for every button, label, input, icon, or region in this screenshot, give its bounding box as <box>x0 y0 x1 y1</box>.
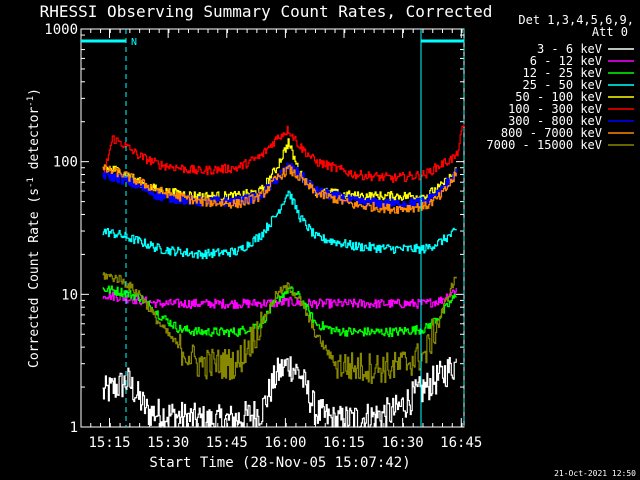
series-line-2 <box>102 285 457 338</box>
legend-label: 12 - 25 keV <box>523 66 602 80</box>
series-line-5 <box>102 120 465 183</box>
y-axis-label-part-3: detector <box>27 107 42 178</box>
series-line-6 <box>102 162 458 209</box>
legend-label: 100 - 300 keV <box>508 102 602 116</box>
legend-header-1: Det 1,3,4,5,6,9, <box>518 13 634 27</box>
series-line-7 <box>102 164 457 214</box>
chart-title: RHESSI Observing Summary Count Rates, Co… <box>40 2 493 21</box>
x-tick-label: 15:15 <box>88 435 130 451</box>
legend-label: 800 - 7000 keV <box>501 126 602 140</box>
timestamp: 21-Oct-2021 12:50 <box>554 469 636 478</box>
y-tick-label: 1000 <box>44 22 78 38</box>
y-axis-label-part-5: ) <box>27 88 42 96</box>
series-line-0 <box>102 356 457 428</box>
attenuator-marker-label: N <box>131 37 137 48</box>
y-axis-label-part-2: -1 <box>26 177 36 188</box>
y-axis-ticks: 1000 100 10 1 <box>44 22 464 436</box>
x-axis-ticks: 15:15 15:30 15:45 16:00 16:15 16:30 16:45 <box>80 29 482 451</box>
legend-label: 300 - 800 keV <box>508 114 602 128</box>
legend-label: 3 - 6 keV <box>537 42 602 56</box>
y-axis-label: Corrected Count Rate (s-1 detector-1) <box>26 88 42 368</box>
legend-label: 50 - 100 keV <box>515 90 602 104</box>
legend-header-2: Att 0 <box>592 25 628 39</box>
legend-label: 7000 - 15000 keV <box>486 138 602 152</box>
x-tick-label: 16:30 <box>382 435 424 451</box>
series-line-8 <box>102 272 457 384</box>
data-marks <box>102 120 465 428</box>
series-line-3 <box>102 190 457 260</box>
y-axis-label-part-4: -1 <box>26 96 36 107</box>
x-tick-label: 16:00 <box>264 435 306 451</box>
x-axis-label: Start Time (28-Nov-05 15:07:42) <box>149 455 410 471</box>
y-tick-label: 1 <box>70 420 78 436</box>
x-tick-label: 16:45 <box>440 435 482 451</box>
x-tick-label: 15:30 <box>147 435 189 451</box>
y-tick-label: 100 <box>53 155 78 171</box>
y-tick-label: 10 <box>61 287 78 303</box>
legend-label: 6 - 12 keV <box>530 54 602 68</box>
y-axis-label-part-1: Corrected Count Rate (s <box>27 188 42 368</box>
x-tick-label: 16:15 <box>323 435 365 451</box>
series-line-4 <box>102 138 457 202</box>
attenuator-overlay: N <box>81 29 465 427</box>
legend-label: 25 - 50 keV <box>523 78 602 92</box>
x-tick-label: 15:45 <box>206 435 248 451</box>
